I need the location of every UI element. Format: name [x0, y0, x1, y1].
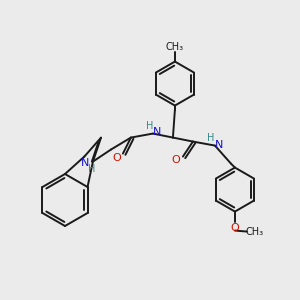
Text: N: N [81, 158, 89, 168]
Text: N: N [153, 127, 161, 136]
Text: H: H [146, 121, 154, 130]
Text: N: N [215, 140, 223, 150]
Text: O: O [112, 153, 121, 163]
Text: CH₃: CH₃ [246, 226, 264, 237]
Text: O: O [172, 154, 180, 165]
Text: H: H [88, 164, 95, 174]
Text: O: O [230, 223, 239, 232]
Text: H: H [207, 133, 214, 142]
Text: CH₃: CH₃ [166, 42, 184, 52]
